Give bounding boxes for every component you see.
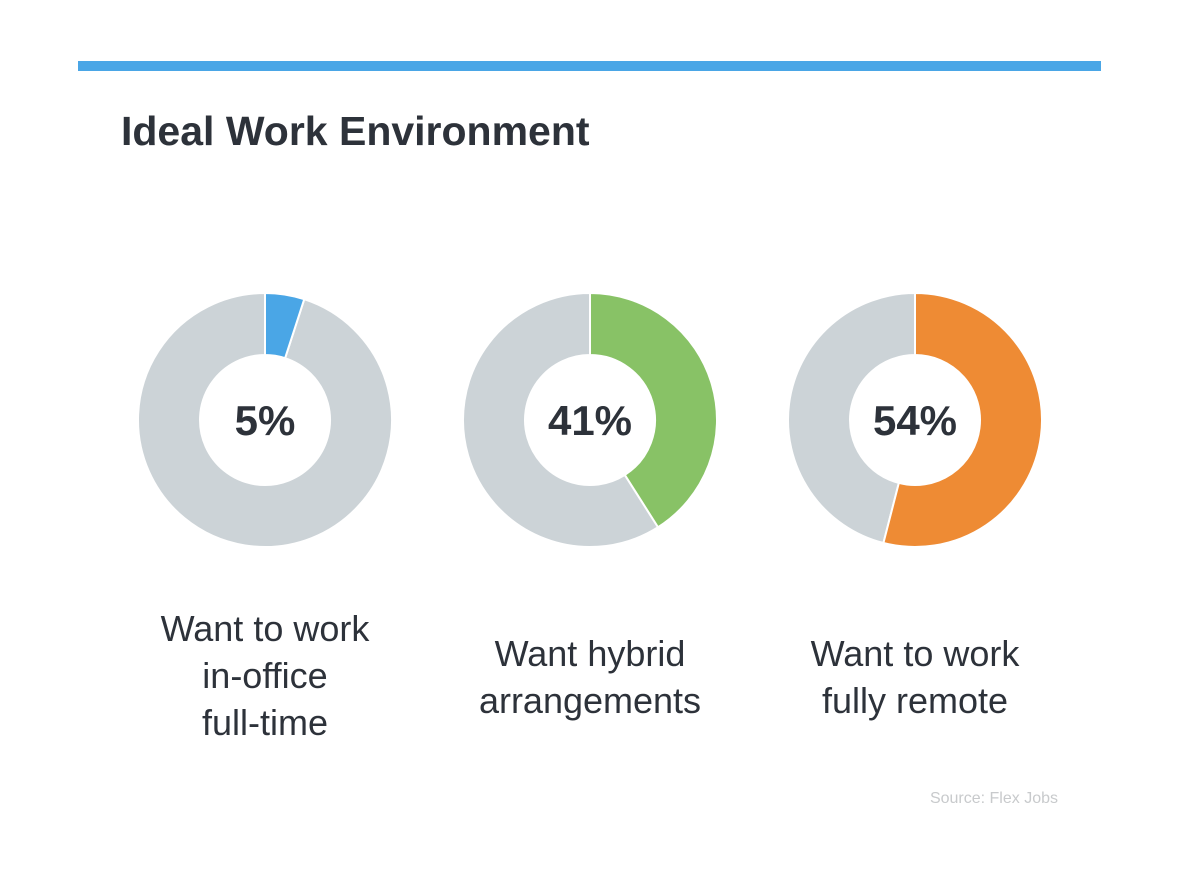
donut-remainder-slice xyxy=(787,291,916,545)
label-line: Want hybrid xyxy=(494,633,686,674)
donut-value-label: 5% xyxy=(235,397,296,444)
label-line: fully remote xyxy=(821,680,1009,721)
donut-label-remote: Want to work fully remote xyxy=(755,630,1075,724)
label-line: in-office xyxy=(202,655,328,696)
donut-remainder-slice xyxy=(137,291,393,548)
source-note: Source: Flex Jobs xyxy=(929,790,1058,807)
donut-value-slice xyxy=(264,291,306,360)
label-line: Want to work xyxy=(160,608,370,649)
donut-value-label: 41% xyxy=(548,397,632,444)
donut-label-in-office: Want to work in-office full-time xyxy=(105,605,425,746)
label-line: arrangements xyxy=(478,680,702,721)
page-title: Ideal Work Environment xyxy=(121,108,590,154)
label-line: full-time xyxy=(201,702,329,743)
donut-value-slice xyxy=(589,291,718,529)
donut-remainder-slice xyxy=(462,291,660,548)
label-line: Want to work xyxy=(810,633,1020,674)
accent-bar xyxy=(78,61,1101,71)
donut-value-slice xyxy=(882,291,1043,548)
donut-value-label: 54% xyxy=(873,397,957,444)
donut-label-hybrid: Want hybrid arrangements xyxy=(430,630,750,724)
